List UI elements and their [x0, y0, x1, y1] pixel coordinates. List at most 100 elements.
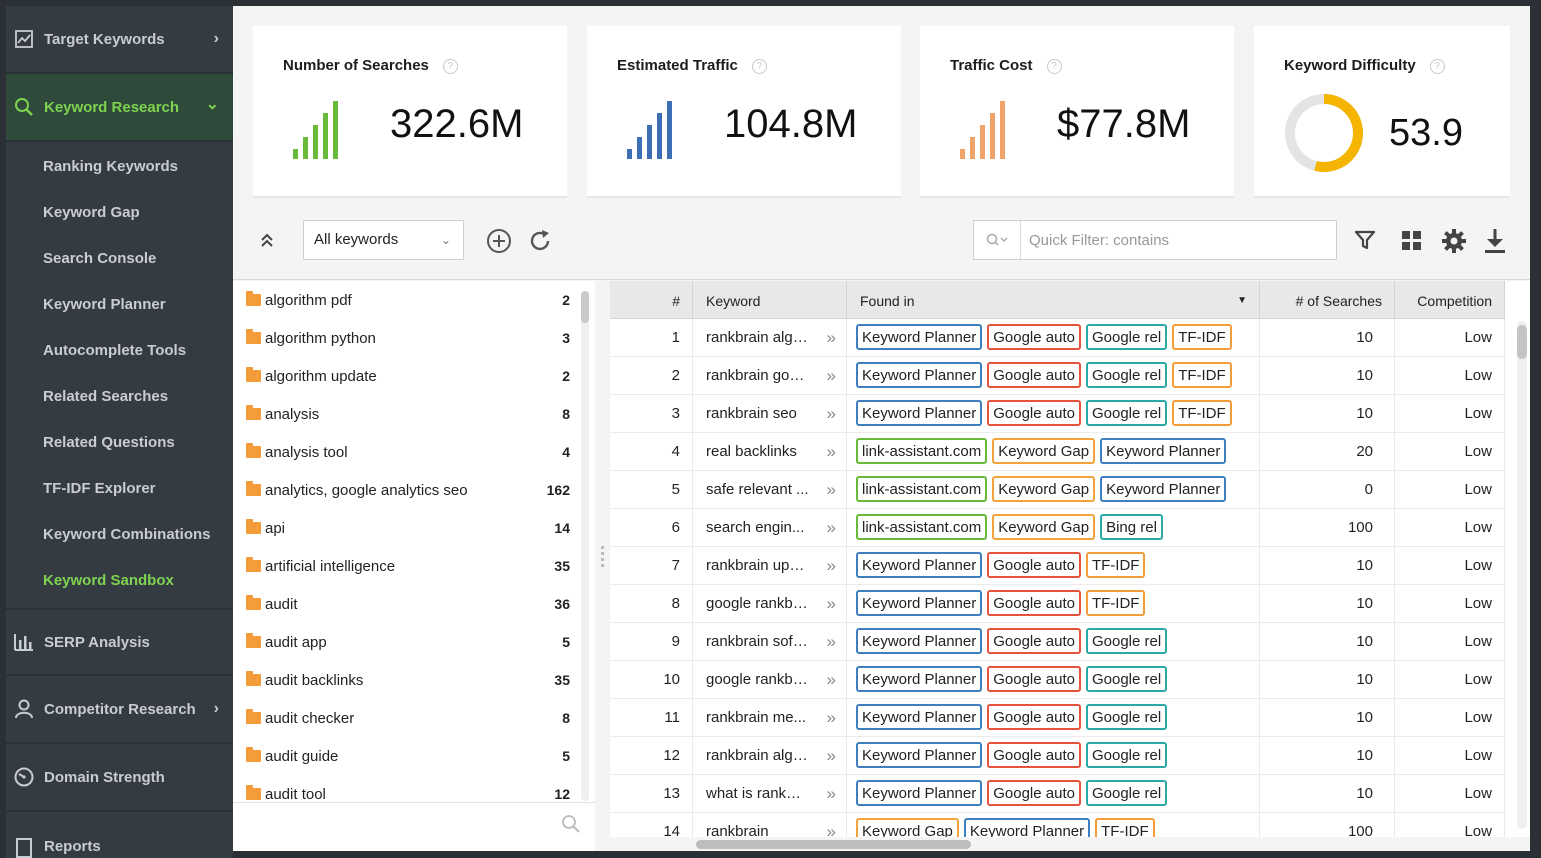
double-chevron-right-icon[interactable]: »: [826, 708, 836, 727]
help-icon[interactable]: ?: [1429, 59, 1445, 74]
source-tag: TF-IDF: [1172, 324, 1232, 351]
group-name: algorithm pdf: [265, 291, 352, 309]
double-chevron-right-icon[interactable]: »: [826, 480, 836, 499]
table-row[interactable]: 7 rankbrain upd... » Keyword Planner Google …: [610, 547, 1505, 585]
sub-keyword-gap[interactable]: Keyword Gap: [43, 204, 140, 221]
competition-cell: Low: [1395, 699, 1505, 736]
sub-keyword-combinations[interactable]: Keyword Combinations: [43, 526, 211, 543]
group-item[interactable]: audit backlinks 35: [233, 661, 595, 699]
group-item[interactable]: api 14: [233, 509, 595, 547]
group-item[interactable]: algorithm update 2: [233, 357, 595, 395]
group-item[interactable]: artificial intelligence 35: [233, 547, 595, 585]
double-chevron-up-icon[interactable]: [257, 230, 277, 250]
source-tag: Google rel: [1085, 400, 1168, 427]
search-icon[interactable]: [561, 814, 581, 837]
sub-keyword-planner[interactable]: Keyword Planner: [43, 296, 166, 313]
double-chevron-right-icon[interactable]: »: [826, 556, 836, 575]
sub-ranking-keywords[interactable]: Ranking Keywords: [43, 158, 179, 175]
double-chevron-right-icon[interactable]: »: [826, 822, 836, 841]
col-number[interactable]: #: [610, 281, 693, 319]
source-tag: link-assistant.com: [856, 438, 988, 465]
table-row[interactable]: 2 rankbrain goo...» Keyword Planner Google …: [610, 357, 1505, 395]
col-competition[interactable]: Competition: [1395, 281, 1505, 319]
nav-serp-analysis[interactable]: SERP Analysis: [6, 608, 233, 676]
group-item[interactable]: audit 36: [233, 585, 595, 623]
col-searches[interactable]: # of Searches: [1260, 281, 1395, 319]
filter-icon[interactable]: [1353, 228, 1377, 252]
search-options-icon[interactable]: [974, 221, 1021, 259]
nav-label: Domain Strength: [44, 768, 165, 786]
double-chevron-right-icon[interactable]: »: [826, 328, 836, 347]
table-row[interactable]: 11 rankbrain me...» Keyword Planner Google …: [610, 699, 1505, 737]
nav-target-keywords[interactable]: Target Keywords ›: [6, 6, 233, 74]
group-item[interactable]: algorithm python 3: [233, 319, 595, 357]
table-row[interactable]: 12 rankbrain algo...» Keyword Planner Googl…: [610, 737, 1505, 775]
double-chevron-right-icon[interactable]: »: [826, 518, 836, 537]
folder-icon: [246, 443, 261, 458]
group-item[interactable]: analysis 8: [233, 395, 595, 433]
table-row[interactable]: 10 google rankbr...» Keyword Planner Google…: [610, 661, 1505, 699]
double-chevron-right-icon[interactable]: »: [826, 594, 836, 613]
sidebar: Target Keywords › Keyword Research ⌄ Ran…: [6, 6, 233, 858]
download-icon[interactable]: [1483, 227, 1507, 255]
table-row[interactable]: 3 rankbrain seo » Keyword Planner Google aut…: [610, 395, 1505, 433]
grid-icon[interactable]: [1399, 228, 1423, 252]
table-row[interactable]: 4 real backlinks» link-assistant.com Keywor…: [610, 433, 1505, 471]
group-item[interactable]: analysis tool 4: [233, 433, 595, 471]
group-item[interactable]: audit tool 12: [233, 775, 595, 813]
panel-splitter[interactable]: [595, 281, 610, 851]
group-item[interactable]: audit guide 5: [233, 737, 595, 775]
sub-keyword-sandbox[interactable]: Keyword Sandbox: [43, 572, 174, 589]
nav-keyword-research[interactable]: Keyword Research ⌄: [6, 74, 233, 142]
group-item[interactable]: algorithm pdf 2: [233, 281, 595, 319]
card-title: Number of Searches?: [283, 57, 458, 74]
searches-cell: 100: [1260, 509, 1395, 546]
table-row[interactable]: 6 search engin... » link-assistant.com Keywo…: [610, 509, 1505, 547]
double-chevron-right-icon[interactable]: »: [826, 442, 836, 461]
group-item[interactable]: audit app 5: [233, 623, 595, 661]
source-tag: link-assistant.com: [856, 514, 988, 541]
sub-search-console[interactable]: Search Console: [43, 250, 157, 267]
col-found-in[interactable]: Found in ▼: [847, 281, 1260, 319]
double-chevron-right-icon[interactable]: »: [826, 632, 836, 651]
source-tag: TF-IDF: [1085, 552, 1146, 579]
table-hscroll[interactable]: [610, 837, 1530, 851]
sub-related-searches[interactable]: Related Searches: [43, 388, 169, 405]
nav-reports[interactable]: Reports: [6, 812, 233, 858]
help-icon[interactable]: ?: [442, 59, 458, 74]
sub-autocomplete-tools[interactable]: Autocomplete Tools: [43, 342, 187, 359]
refresh-icon[interactable]: [527, 228, 553, 254]
group-select[interactable]: All keywords ⌄: [303, 220, 464, 260]
gear-icon[interactable]: [1440, 227, 1468, 255]
sub-related-questions[interactable]: Related Questions: [43, 434, 175, 451]
help-icon[interactable]: ?: [1046, 59, 1062, 74]
double-chevron-right-icon[interactable]: »: [826, 366, 836, 385]
source-tag: Keyword Planner: [856, 780, 983, 807]
double-chevron-right-icon[interactable]: »: [826, 784, 836, 803]
group-name: analytics, google analytics seo: [265, 481, 468, 499]
group-item[interactable]: audit checker 8: [233, 699, 595, 737]
help-icon[interactable]: ?: [751, 59, 767, 74]
double-chevron-right-icon[interactable]: »: [826, 746, 836, 765]
source-tag: Google auto: [987, 742, 1081, 769]
table-row[interactable]: 5 safe relevant ...» link-assistant.com Key…: [610, 471, 1505, 509]
user-icon: [14, 699, 34, 719]
table-row[interactable]: 9 rankbrain soft...» Keyword Planner Google…: [610, 623, 1505, 661]
quick-filter-input[interactable]: [1029, 230, 1319, 250]
group-item[interactable]: analytics, google analytics seo 162: [233, 471, 595, 509]
sort-caret-icon[interactable]: ▼: [1237, 295, 1247, 306]
table-vscroll[interactable]: [1517, 321, 1527, 829]
table-row[interactable]: 8 google rankbr... » Keyword Planner Google …: [610, 585, 1505, 623]
col-keyword[interactable]: Keyword: [693, 281, 847, 319]
double-chevron-right-icon[interactable]: »: [826, 670, 836, 689]
nav-competitor-research[interactable]: Competitor Research ›: [6, 676, 233, 744]
nav-domain-strength[interactable]: Domain Strength: [6, 744, 233, 812]
table-row[interactable]: 1 rankbrain algo...» Keyword Planner Google…: [610, 319, 1505, 357]
plus-circle-icon[interactable]: [486, 228, 512, 254]
groups-scrollbar[interactable]: [581, 291, 589, 801]
double-chevron-right-icon[interactable]: »: [826, 404, 836, 423]
table-row[interactable]: 13 what is rankbr...» Keyword Planner Googl…: [610, 775, 1505, 813]
sub-tf-idf-explorer[interactable]: TF-IDF Explorer: [43, 480, 156, 497]
folder-icon: [246, 557, 261, 572]
keyword-text: rankbrain seo: [706, 405, 797, 422]
